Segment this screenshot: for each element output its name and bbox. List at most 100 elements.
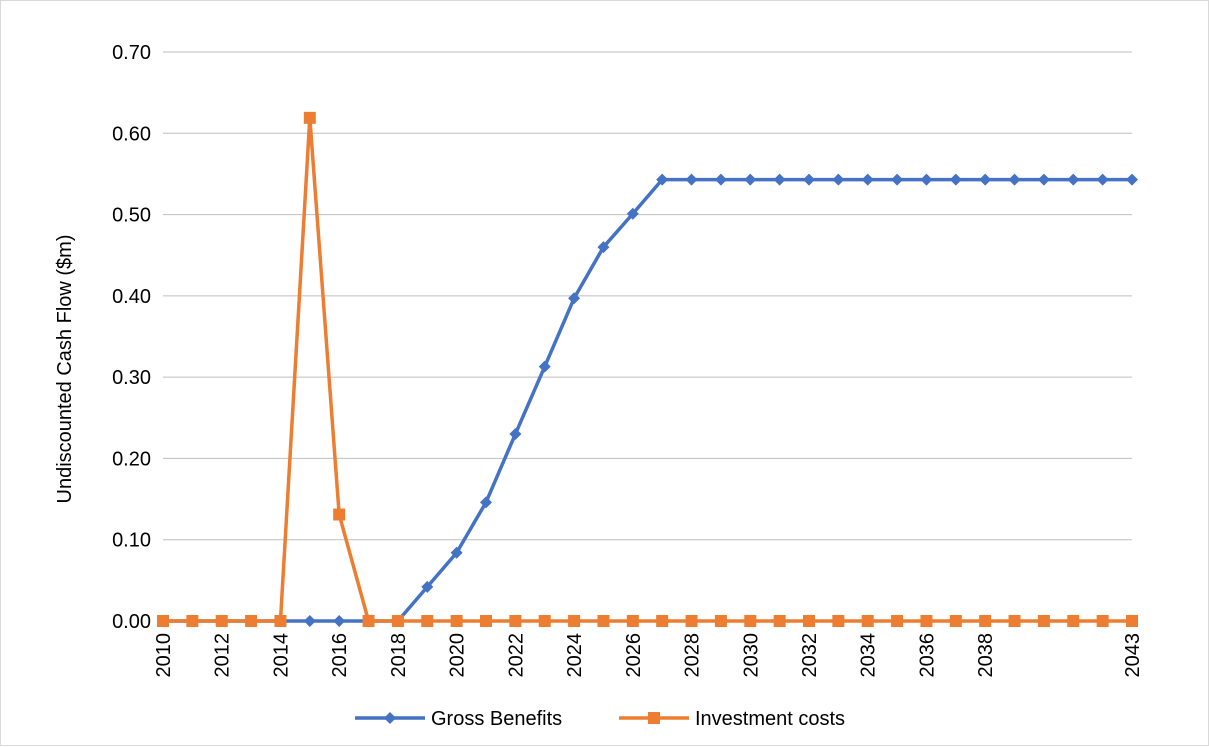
data-point <box>333 508 346 521</box>
data-point <box>685 173 698 186</box>
data-point <box>744 173 757 186</box>
legend-label: Gross Benefits <box>431 708 562 730</box>
data-point <box>480 615 492 627</box>
data-point <box>656 173 669 186</box>
data-point <box>303 615 316 627</box>
y-tick-label: 0.00 <box>112 611 151 633</box>
y-tick-label: 0.40 <box>112 286 151 308</box>
x-tick-label: 2043 <box>1122 633 1144 678</box>
y-tick-label: 0.30 <box>112 367 151 389</box>
legend: Gross Benefits Investment costs <box>355 708 845 730</box>
x-tick-label: 2010 <box>153 633 175 678</box>
y-tick-labels: 0.00 0.10 0.20 0.30 0.40 0.50 0.60 0.70 <box>112 42 151 633</box>
data-point <box>832 615 845 627</box>
data-point <box>186 615 199 627</box>
data-point <box>949 173 962 186</box>
data-point <box>861 615 874 627</box>
x-tick-label: 2016 <box>329 633 351 678</box>
data-point <box>450 546 463 559</box>
data-point <box>333 615 346 627</box>
x-tick-labels: 2010 2012 2014 2016 2018 2020 2022 2024 2026 2028… <box>153 633 1144 678</box>
data-point <box>362 615 375 627</box>
x-tick-label: 2034 <box>858 633 880 678</box>
data-point <box>891 615 904 627</box>
data-point <box>1037 615 1050 627</box>
data-point <box>538 615 551 627</box>
data-point <box>626 615 639 627</box>
data-point <box>949 615 962 627</box>
y-tick-label: 0.60 <box>112 123 151 145</box>
x-tick-label: 2020 <box>447 633 469 678</box>
data-point <box>656 615 669 627</box>
data-point <box>979 615 992 627</box>
data-point <box>714 615 727 627</box>
x-tick-label: 2018 <box>388 633 410 678</box>
data-point <box>391 615 404 627</box>
y-tick-label: 0.50 <box>112 205 151 227</box>
data-point <box>421 615 434 627</box>
x-tick-label: 2022 <box>505 633 527 678</box>
data-point <box>803 173 815 186</box>
y-tick-label: 0.10 <box>112 530 151 552</box>
data-point <box>1008 173 1021 186</box>
data-point <box>450 615 463 627</box>
data-point <box>773 173 786 186</box>
legend-swatch-marker <box>384 712 396 724</box>
data-point <box>832 173 845 186</box>
data-point <box>303 111 316 124</box>
data-point <box>215 615 228 627</box>
data-point <box>597 241 610 254</box>
x-tick-label: 2014 <box>270 633 292 678</box>
data-point <box>274 615 287 627</box>
x-tick-label: 2012 <box>212 633 234 678</box>
x-tick-label: 2028 <box>682 633 704 678</box>
data-point <box>157 615 169 627</box>
data-point <box>421 580 434 593</box>
legend-label: Investment costs <box>695 708 845 730</box>
data-point <box>744 615 757 627</box>
data-point <box>861 173 874 186</box>
series-line <box>163 116 1132 623</box>
data-point <box>509 615 522 627</box>
data-point <box>1096 615 1109 627</box>
data-point <box>568 615 581 627</box>
x-tick-label: 2038 <box>975 633 997 678</box>
x-tick-label: 2030 <box>740 633 762 678</box>
series-line <box>163 177 1132 623</box>
x-tick-label: 2024 <box>564 633 586 678</box>
data-point <box>245 615 258 627</box>
legend-swatch-marker <box>648 712 660 724</box>
series <box>157 111 1138 627</box>
data-point <box>626 207 639 220</box>
series-investment-costs <box>157 111 1138 627</box>
data-point <box>685 615 698 627</box>
data-point <box>480 496 492 509</box>
data-point <box>773 615 786 627</box>
y-tick-label: 0.70 <box>112 42 151 64</box>
data-point <box>1126 173 1138 186</box>
data-point <box>920 615 933 627</box>
legend-item: Investment costs <box>619 708 845 730</box>
data-point <box>538 360 551 373</box>
x-tick-label: 2032 <box>799 633 821 678</box>
y-tick-label: 0.20 <box>112 448 151 470</box>
x-tick-label: 2036 <box>916 633 938 678</box>
data-point <box>803 615 815 627</box>
data-point <box>920 173 933 186</box>
data-point <box>597 615 610 627</box>
y-axis-title: Undiscounted Cash Flow ($m) <box>54 235 76 504</box>
data-point <box>1067 615 1080 627</box>
data-point <box>1096 173 1109 186</box>
data-point <box>979 173 992 186</box>
data-point <box>1067 173 1080 186</box>
legend-item: Gross Benefits <box>355 708 562 730</box>
data-point <box>509 428 522 441</box>
x-tick-label: 2026 <box>623 633 645 678</box>
data-point <box>1008 615 1021 627</box>
data-point <box>568 292 581 305</box>
data-point <box>714 173 727 186</box>
data-point <box>1126 615 1138 627</box>
data-point <box>1037 173 1050 186</box>
